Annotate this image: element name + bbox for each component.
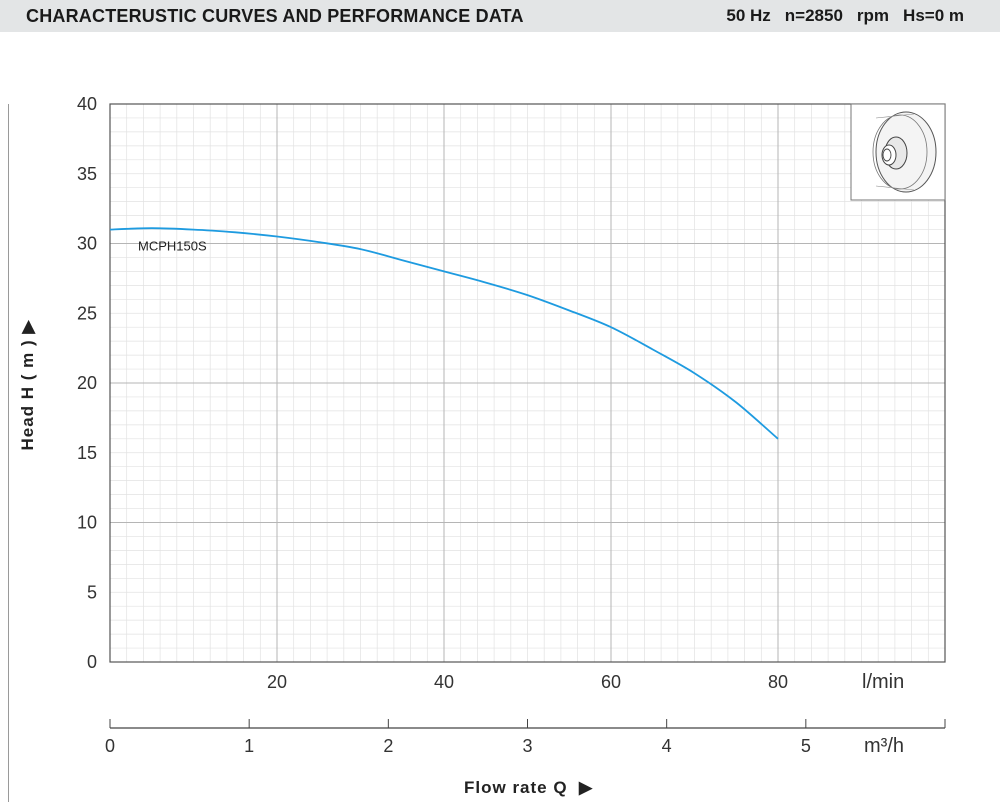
y-axis-title: Head H ( m ) ▶ (10, 270, 46, 500)
x-tick-label: 40 (434, 672, 454, 692)
header-bar: CHARACTERUSTIC CURVES AND PERFORMANCE DA… (0, 0, 1000, 32)
x-unit-label-secondary: m³/h (864, 735, 904, 757)
series-label: MCPH150S (138, 239, 207, 254)
y-axis-title-text: Head H ( m ) (18, 339, 37, 451)
y-tick-label: 20 (77, 373, 97, 393)
x-unit-label-primary: l/min (862, 671, 904, 693)
arrow-up-icon: ▶ (18, 319, 37, 334)
curve-mcph150s (109, 227, 779, 440)
y-tick-label: 25 (77, 303, 97, 323)
secondary-x-axis: 0 1 2 3 4 5 (105, 719, 946, 756)
arrow-right-icon: ▶ (579, 778, 594, 797)
impeller-diagram-icon (850, 103, 946, 201)
y-tick-label: 5 (87, 582, 97, 602)
secondary-x-tick-label: 5 (801, 736, 811, 756)
secondary-x-tick-label: 0 (105, 736, 115, 756)
page-title: CHARACTERUSTIC CURVES AND PERFORMANCE DA… (26, 6, 524, 26)
x-tick-label: 80 (768, 672, 788, 692)
plot-frame (109, 103, 946, 663)
y-tick-labels: 0 5 10 15 20 25 30 35 40 (77, 94, 97, 672)
y-tick-label: 15 (77, 443, 97, 463)
speed-value: n=2850 (784, 6, 843, 25)
suction-value: Hs=0 m (903, 6, 964, 25)
x-tick-label: 60 (601, 672, 621, 692)
y-tick-label: 40 (77, 94, 97, 114)
x-axis-title: Flow rate Q ▶ (464, 778, 593, 798)
y-tick-label: 0 (87, 652, 97, 672)
x-tick-label: 20 (267, 672, 287, 692)
frequency-value: 50 Hz (726, 6, 771, 25)
y-tick-label: 10 (77, 513, 97, 533)
x-axis-title-text: Flow rate Q (464, 778, 568, 797)
secondary-x-tick-label: 3 (522, 736, 532, 756)
operating-conditions: 50 Hz n=2850 rpm Hs=0 m (712, 6, 964, 26)
x-tick-labels: 20 40 60 80 (267, 672, 788, 692)
curves: MCPH150S (109, 227, 779, 440)
secondary-x-tick-label: 4 (662, 736, 672, 756)
secondary-x-tick-label: 1 (244, 736, 254, 756)
y-tick-label: 35 (77, 164, 97, 184)
left-border-line (8, 104, 9, 802)
secondary-x-tick-label: 2 (383, 736, 393, 756)
grid-minor (110, 104, 945, 662)
y-tick-label: 30 (77, 234, 97, 254)
speed-unit: rpm (856, 6, 890, 25)
